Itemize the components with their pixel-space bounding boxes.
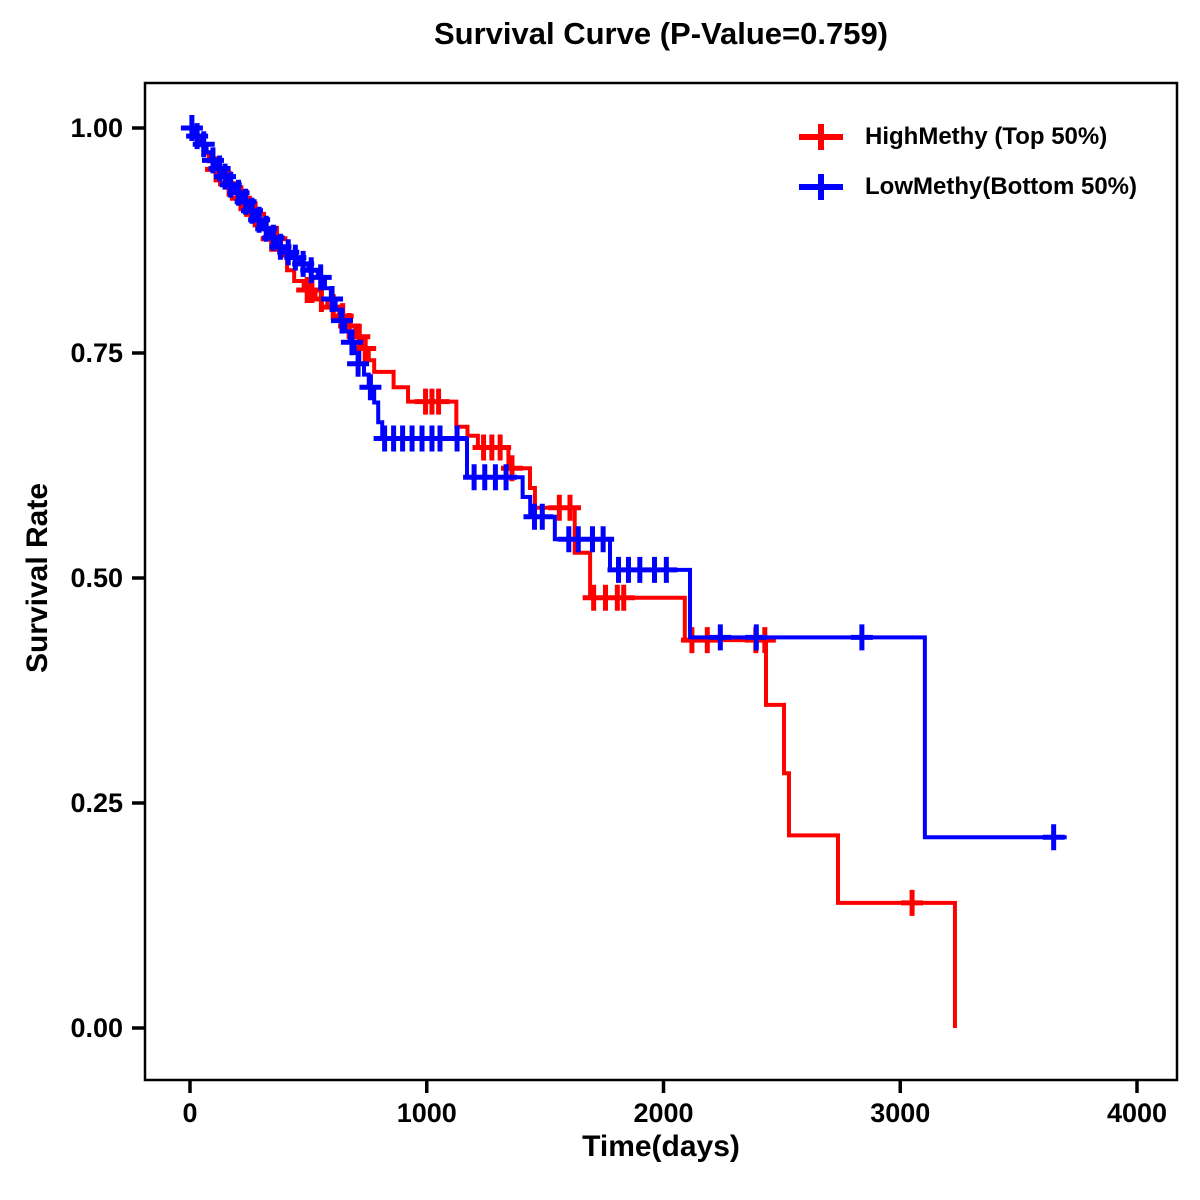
legend-label-lowmethy: LowMethy(Bottom 50%): [865, 173, 1137, 200]
x-tick-label: 4000: [1107, 1098, 1167, 1128]
y-tick-label: 0.00: [70, 1013, 123, 1043]
y-tick-label: 0.25: [70, 788, 123, 818]
censor-plus-icon: [797, 170, 845, 204]
y-tick-label: 0.75: [70, 338, 123, 368]
x-tick-label: 0: [182, 1098, 197, 1128]
x-tick-label: 1000: [397, 1098, 457, 1128]
legend: HighMethy (Top 50%) LowMethy(Bottom 50%): [797, 120, 1137, 204]
km-curve-lowmethy: [190, 126, 1067, 840]
plot-panel-border: [143, 81, 1179, 1082]
x-tick-label: 3000: [870, 1098, 930, 1128]
legend-entry-highmethy: HighMethy (Top 50%): [797, 120, 1137, 154]
censor-marks-lowmethy: [180, 115, 1065, 851]
y-tick-label: 0.50: [70, 563, 123, 593]
x-axis-label: Time(days): [582, 1130, 740, 1163]
y-axis-label: Survival Rate: [21, 482, 54, 674]
chart-title: Survival Curve (P-Value=0.759): [433, 16, 889, 51]
y-tick-label: 1.00: [70, 113, 123, 143]
x-tick-label: 2000: [633, 1098, 693, 1128]
censor-plus-icon: [797, 120, 845, 154]
legend-label-highmethy: HighMethy (Top 50%): [865, 123, 1108, 150]
legend-entry-lowmethy: LowMethy(Bottom 50%): [797, 170, 1137, 204]
